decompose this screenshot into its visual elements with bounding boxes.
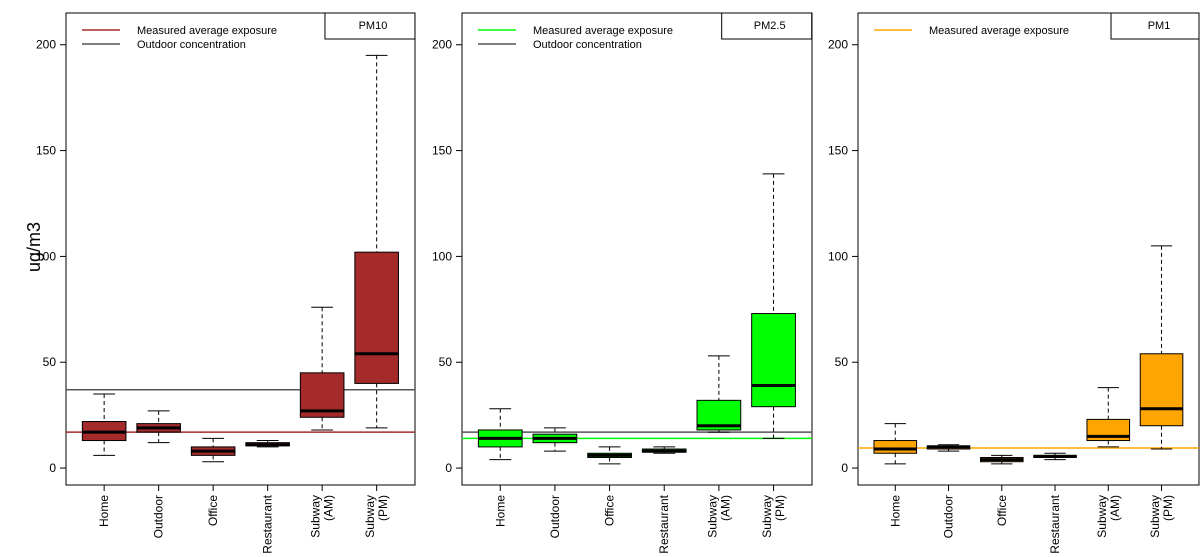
category-label: (PM) (376, 495, 390, 521)
box-5 (751, 313, 796, 408)
y-tick-label: 50 (43, 355, 57, 369)
category-label: Restaurant (261, 494, 275, 553)
legend-label: Outdoor concentration (533, 39, 642, 51)
category-label: Subway (1095, 495, 1109, 538)
box-5 (1139, 353, 1184, 427)
category-label: Restaurant (657, 494, 671, 553)
box-5 (354, 251, 399, 384)
category-label: Outdoor (548, 495, 562, 538)
y-tick-label: 100 (432, 249, 452, 263)
category-label: Home (493, 495, 507, 527)
y-tick-label: 150 (432, 144, 452, 158)
category-label: Subway (705, 495, 719, 538)
category-label: Subway (363, 495, 377, 538)
category-label: Outdoor (942, 495, 956, 538)
box-0 (873, 440, 918, 454)
y-tick-label: 150 (828, 144, 848, 158)
panel-badge (1110, 12, 1200, 40)
category-label: (AM) (322, 495, 336, 521)
category-label: Office (603, 495, 617, 526)
category-label: Subway (309, 495, 323, 538)
category-label: Home (888, 495, 902, 527)
category-label: Restaurant (1048, 494, 1062, 553)
y-tick-label: 50 (439, 355, 453, 369)
category-label: Subway (1148, 495, 1162, 538)
category-label: Home (97, 495, 111, 527)
category-label: Office (206, 495, 220, 526)
category-label: (PM) (1161, 495, 1175, 521)
panel-badge (721, 12, 813, 40)
panel-badge-label: PM2.5 (754, 20, 786, 32)
panel-badge-label: PM1 (1148, 20, 1171, 32)
legend-label: Measured average exposure (929, 25, 1069, 37)
y-tick-label: 100 (828, 249, 848, 263)
y-tick-label: 50 (835, 355, 849, 369)
y-tick-label: 0 (49, 461, 56, 475)
y-tick-label: 0 (445, 461, 452, 475)
category-label: Outdoor (152, 495, 166, 538)
legend-label: Measured average exposure (533, 25, 673, 37)
y-tick-label: 200 (432, 38, 452, 52)
panel-badge-label: PM10 (359, 20, 388, 32)
y-tick-label: 150 (36, 144, 56, 158)
category-label: (AM) (1108, 495, 1122, 521)
plot-frame (857, 12, 1200, 486)
y-tick-label: 0 (841, 461, 848, 475)
legend-label: Measured average exposure (137, 25, 277, 37)
category-label: (PM) (773, 495, 787, 521)
category-label: Subway (760, 495, 774, 538)
category-label: (AM) (718, 495, 732, 521)
legend-label: Outdoor concentration (137, 39, 246, 51)
panel-badge (324, 12, 416, 40)
y-tick-label: 100 (36, 249, 56, 263)
y-tick-label: 200 (828, 38, 848, 52)
category-label: Office (995, 495, 1009, 526)
y-axis-title: ug/m3 (24, 222, 44, 272)
y-tick-label: 200 (36, 38, 56, 52)
plot-frame (461, 12, 813, 486)
plot-frame (65, 12, 416, 486)
